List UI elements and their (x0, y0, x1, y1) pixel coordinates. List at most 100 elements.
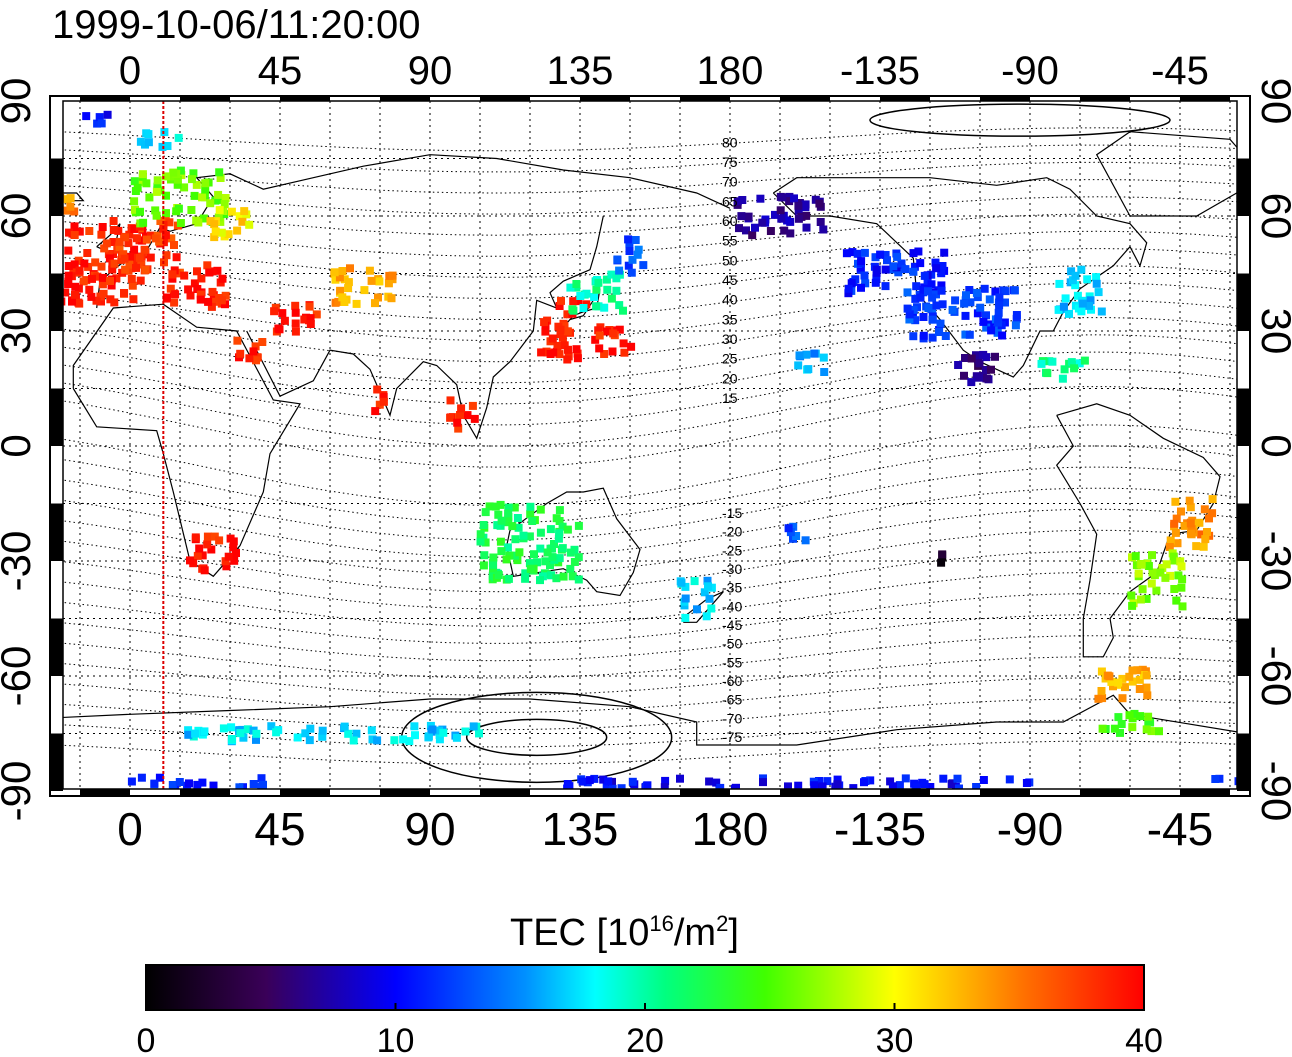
tec-cell (871, 253, 880, 262)
tec-cell (504, 574, 513, 583)
tec-cell (54, 257, 62, 265)
tec-cell (559, 572, 568, 581)
tec-cell (938, 550, 947, 559)
tec-cell (998, 331, 1007, 340)
tec-cell (107, 281, 116, 290)
tec-cell (102, 239, 111, 248)
tec-cell (566, 283, 575, 292)
tec-cell (110, 259, 119, 268)
tec-cell (961, 354, 969, 362)
tec-cell (937, 558, 946, 567)
tec-cell (979, 776, 988, 784)
tec-cell (476, 530, 485, 539)
tec-cell (119, 250, 128, 259)
tec-cell (150, 779, 159, 788)
tec-cell (995, 293, 1004, 302)
tec-cell (168, 274, 177, 283)
latitude-label: 0 (0, 434, 39, 457)
contour-line (63, 550, 1237, 610)
tec-cell (280, 316, 289, 325)
tec-cell (572, 280, 581, 288)
contour-line (63, 466, 1237, 541)
frame-tick (1079, 789, 1130, 796)
frame-tick (579, 96, 630, 101)
tec-cell (1083, 275, 1092, 284)
tec-cell (576, 292, 585, 300)
tec-cell (92, 296, 101, 305)
tec-cell (555, 554, 564, 563)
frame-tick (979, 789, 1030, 796)
contour-label: -25 (722, 542, 742, 558)
tec-cell (566, 548, 575, 557)
tec-cell (461, 727, 470, 736)
tec-cell (528, 517, 537, 525)
tec-cell (205, 268, 214, 277)
tec-cell (982, 323, 991, 332)
tec-cell (71, 282, 80, 291)
tec-cell (1109, 682, 1117, 691)
map-background (63, 101, 1237, 789)
tec-cell (982, 311, 990, 320)
right-latitude-labels: 90 60 30 0 -30 -60 -90 (1253, 78, 1292, 822)
tec-cell (700, 588, 709, 597)
frame-tick (50, 618, 63, 676)
tec-cell (481, 508, 490, 517)
tec-cell (497, 547, 506, 556)
tec-cell (125, 260, 134, 269)
tec-cell (270, 307, 279, 316)
tec-cell (199, 214, 208, 223)
tec-cell (163, 142, 172, 150)
tec-cell (592, 285, 601, 294)
tec-cell (676, 774, 684, 783)
tec-cell (222, 562, 231, 571)
tec-cell (914, 247, 923, 256)
tec-cell (190, 191, 199, 200)
tec-cell (548, 334, 557, 343)
tec-cell (820, 368, 829, 376)
tec-cell (620, 348, 629, 357)
tec-cell (994, 308, 1003, 317)
contour-label: -45 (722, 617, 742, 633)
tec-cell (97, 262, 106, 271)
tec-cell (941, 332, 950, 340)
tec-cell (128, 281, 137, 290)
tec-cell (842, 249, 851, 258)
tec-cell (600, 350, 609, 358)
tec-cell (785, 192, 794, 201)
tec-cell (1055, 279, 1064, 288)
tec-cell (252, 735, 260, 744)
tec-cell (543, 548, 552, 557)
tec-cell (1146, 718, 1155, 727)
contour-line (63, 282, 1237, 342)
colorbar-ticks: 0 10 20 30 40 (137, 1003, 1163, 1057)
tec-cell (291, 327, 300, 336)
tec-cell (1070, 364, 1079, 373)
tec-cell (152, 187, 161, 196)
tec-cell (235, 212, 244, 221)
tec-cell (574, 553, 583, 562)
tec-cell (26, 243, 34, 251)
tec-cell (1165, 543, 1174, 551)
tec-cell (85, 227, 94, 235)
tec-cell (1043, 369, 1052, 378)
tec-cell (967, 378, 976, 387)
tec-cell (802, 350, 811, 359)
tec-cell (13, 259, 21, 267)
tec-cell (804, 365, 813, 374)
tec-cell (171, 290, 180, 299)
tec-cell (961, 311, 970, 320)
tec-cell (502, 555, 511, 564)
tec-cell (446, 396, 455, 405)
tec-cell (932, 264, 941, 273)
frame-tick (50, 158, 63, 217)
tec-cell (245, 354, 254, 363)
tec-cell (210, 220, 219, 229)
tec-cell (206, 199, 215, 208)
tec-cell (555, 529, 564, 538)
longitude-label: 90 (404, 803, 455, 855)
tec-cell (70, 222, 79, 231)
tec-cell (144, 138, 153, 147)
tec-cell (1215, 774, 1224, 783)
tec-cell (1205, 514, 1213, 523)
tec-cell (176, 219, 185, 227)
